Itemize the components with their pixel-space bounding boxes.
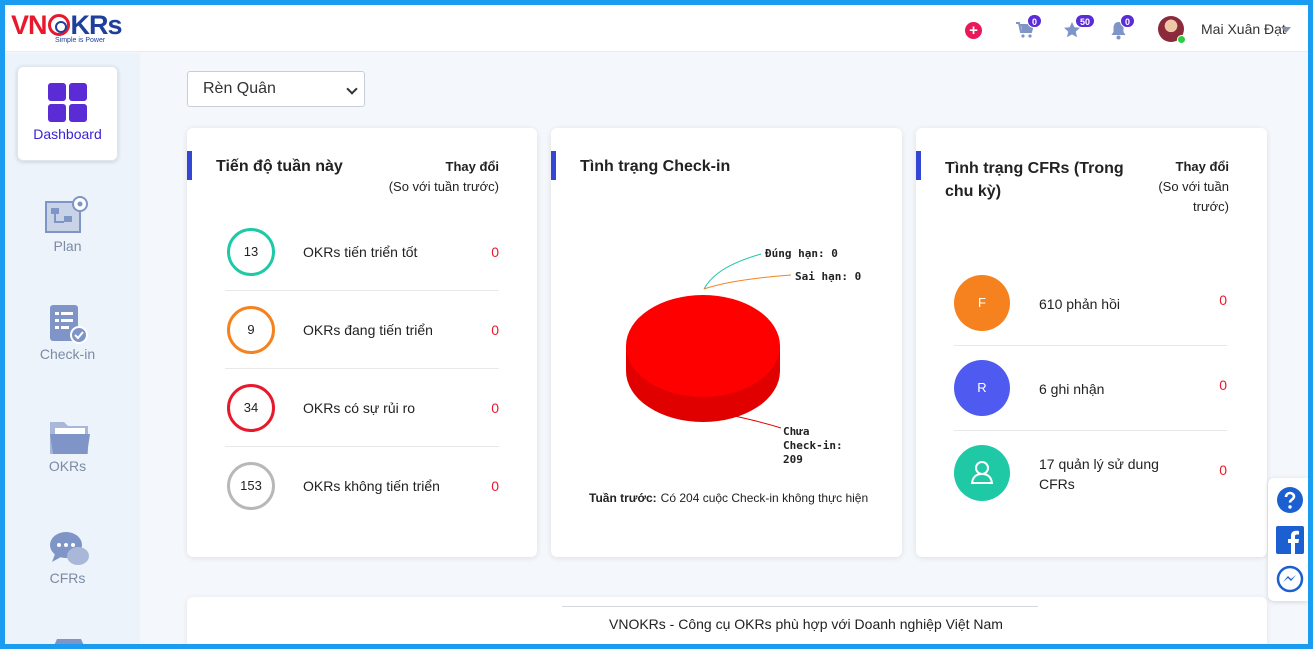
cfr-change: 0	[1219, 462, 1227, 478]
checkin-pie-chart[interactable]	[551, 128, 902, 557]
pie-label-ontime: Đúng hạn: 0	[765, 247, 838, 260]
cart-count-badge: 0	[1027, 14, 1043, 28]
change-header: Thay đổi (So với tuần trước)	[389, 157, 499, 197]
cfr-change: 0	[1219, 292, 1227, 308]
sidebar-item-label: Plan	[53, 238, 82, 254]
change-title: Thay đổi	[445, 159, 499, 174]
team-select-value: Rèn Quân	[203, 80, 276, 97]
sidebar: Dashboard Plan Check-in	[5, 53, 140, 644]
cfr-row-feedback[interactable]: F 610 phản hồi 0	[954, 261, 1227, 346]
cfr-row-managers[interactable]: 17 quản lý sử dung CFRs 0	[954, 431, 1227, 516]
sidebar-item-label: Dashboard	[33, 126, 102, 142]
card-title: Tình trạng CFRs (Trong chu kỳ)	[945, 160, 1124, 200]
messenger-icon[interactable]	[1276, 565, 1304, 593]
online-status-dot	[1177, 35, 1186, 44]
card-title: Tiến độ tuần này	[216, 158, 343, 175]
pie-leader-unchecked	[730, 414, 782, 429]
cfr-label: 6 ghi nhận	[1039, 381, 1105, 397]
floating-contact-bar	[1268, 478, 1308, 601]
recognition-badge: R	[954, 360, 1010, 416]
progress-label: OKRs đang tiến triển	[303, 322, 433, 338]
user-icon	[954, 445, 1010, 501]
dashboard-icon	[48, 83, 87, 122]
sidebar-item-plan[interactable]: Plan	[17, 178, 118, 273]
okrs-folder-icon	[50, 422, 90, 454]
count-ring: 34	[227, 384, 275, 432]
last-week-text: Có 204 cuộc Check-in không thực hiện	[660, 491, 869, 505]
change-title: Thay đổi	[1175, 159, 1229, 174]
checkin-icon	[50, 305, 88, 344]
progress-change: 0	[491, 400, 499, 416]
progress-row-risk[interactable]: 34 OKRs có sự rủi ro 0	[225, 369, 499, 447]
bell-count-badge: 0	[1120, 14, 1136, 28]
chevron-down-icon	[346, 83, 358, 95]
cfrs-chat-icon	[50, 532, 89, 565]
last-week-note: Tuần trước: Có 204 cuộc Check-in không th…	[589, 491, 868, 505]
cfr-change: 0	[1219, 377, 1227, 393]
feedback-badge: F	[954, 275, 1010, 331]
team-select[interactable]: Rèn Quân	[187, 71, 365, 107]
pie-leader-late	[703, 274, 792, 290]
progress-row-good[interactable]: 13 OKRs tiến triển tốt 0	[225, 213, 499, 291]
sidebar-item-checkin[interactable]: Check-in	[17, 286, 118, 381]
sidebar-item-label: Check-in	[39, 346, 96, 362]
count-ring: 9	[227, 306, 275, 354]
app-frame: VN KRs Simple is Power + 0 50 0 Mai Xuân …	[5, 5, 1308, 644]
checkin-status-card: Tình trạng Check-in Đúng hạn: 0 Sai hạn:…	[551, 128, 902, 557]
top-header: VN KRs Simple is Power + 0 50 0 Mai Xuân …	[5, 5, 1308, 52]
sidebar-item-dashboard[interactable]: Dashboard	[17, 66, 118, 161]
plan-icon	[45, 196, 88, 233]
sidebar-item-label: OKRs	[48, 458, 87, 474]
user-name[interactable]: Mai Xuân Đạt	[1201, 21, 1286, 37]
pie-label-late: Sai hạn: 0	[795, 270, 862, 283]
bottom-card	[187, 597, 1267, 644]
add-button[interactable]: +	[965, 22, 982, 39]
card-accent	[187, 151, 192, 180]
count-ring: 153	[227, 462, 275, 510]
cfr-label: 610 phản hồi	[1039, 296, 1120, 312]
change-header: Thay đổi (So với tuần trước)	[1158, 159, 1229, 214]
progress-label: OKRs có sự rủi ro	[303, 400, 416, 416]
pie-label-unchecked: Chưa Check-in: 209	[783, 425, 843, 466]
pie-slice-unchecked	[626, 295, 780, 397]
vnokrs-logo[interactable]: VN KRs Simple is Power	[11, 10, 123, 44]
cfr-label: 17 quản lý sử dung CFRs	[1039, 456, 1159, 492]
card-accent	[916, 151, 921, 180]
pie-leader-ontime	[703, 253, 762, 290]
user-avatar[interactable]	[1158, 16, 1186, 44]
last-week-label: Tuần trước:	[589, 491, 657, 505]
star-count-badge: 50	[1075, 14, 1096, 28]
card-title: Tình trạng Check-in	[580, 158, 731, 175]
progress-label: OKRs không tiến triển	[303, 478, 440, 494]
count-ring: 13	[227, 228, 275, 276]
logo-tagline: Simple is Power	[55, 37, 106, 44]
star-icon[interactable]	[1063, 21, 1081, 44]
help-icon[interactable]	[1276, 486, 1304, 514]
footer-divider	[562, 606, 1038, 607]
progress-change: 0	[491, 322, 499, 338]
facebook-icon[interactable]	[1276, 526, 1304, 554]
cfr-row-recognition[interactable]: R 6 ghi nhận 0	[954, 346, 1227, 431]
sidebar-item-okrs[interactable]: OKRs	[17, 396, 118, 491]
change-subtitle: (So với tuần trước)	[388, 179, 499, 194]
cfr-status-card: Tình trạng CFRs (Trong chu kỳ) Thay đổi …	[916, 128, 1267, 557]
sidebar-item-label: CFRs	[49, 570, 86, 586]
footer-text: VNOKRs - Công cụ OKRs phù hợp với Doanh …	[609, 616, 1003, 632]
chevron-down-icon[interactable]	[1281, 27, 1291, 33]
sidebar-item-cfrs[interactable]: CFRs	[17, 508, 118, 603]
progress-row-ongoing[interactable]: 9 OKRs đang tiến triển 0	[225, 291, 499, 369]
progress-row-stalled[interactable]: 153 OKRs không tiến triển 0	[225, 447, 499, 525]
progress-change: 0	[491, 244, 499, 260]
progress-change: 0	[491, 478, 499, 494]
weekly-progress-card: Tiến độ tuần này Thay đổi (So với tuần t…	[187, 128, 537, 557]
card-accent	[551, 151, 556, 180]
progress-label: OKRs tiến triển tốt	[303, 244, 418, 260]
progress-list: 13 OKRs tiến triển tốt 0 9 OKRs đang tiế…	[187, 213, 537, 525]
sidebar-next-icon	[54, 639, 84, 644]
